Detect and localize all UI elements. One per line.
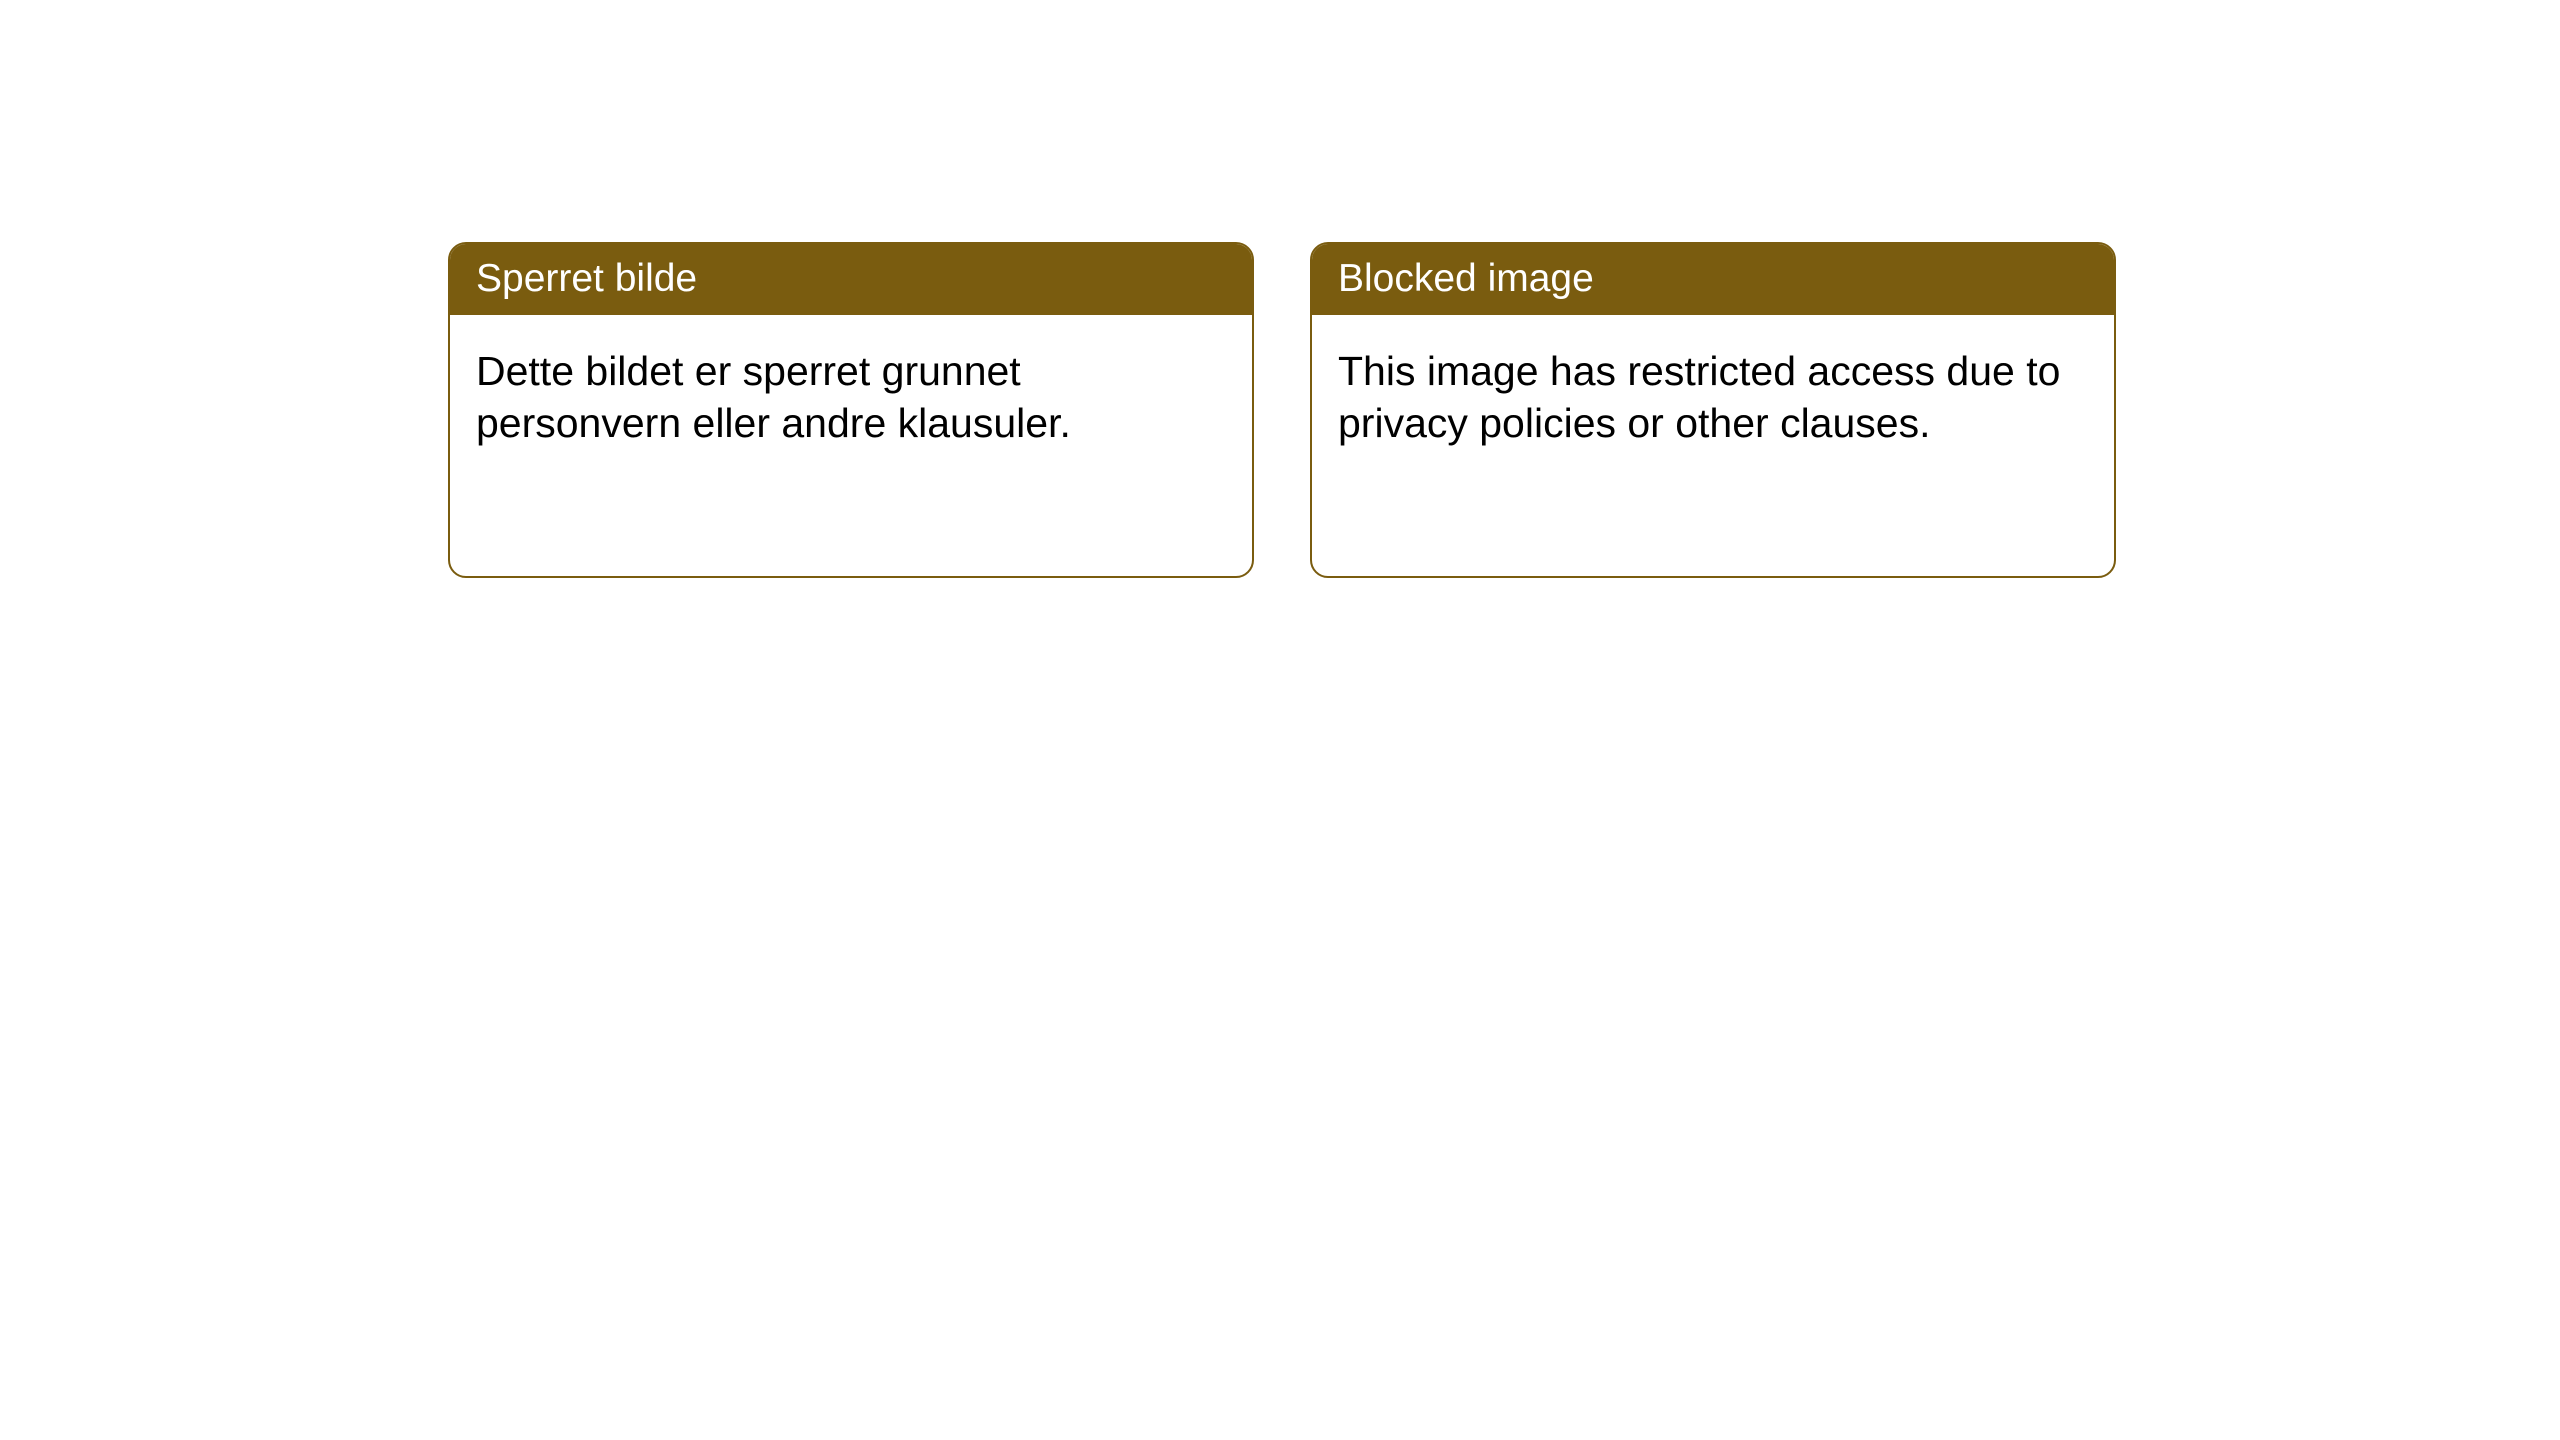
card-title: Blocked image [1338,257,1594,300]
card-body: This image has restricted access due to … [1312,315,2114,480]
card-body: Dette bildet er sperret grunnet personve… [450,315,1252,480]
card-message: This image has restricted access due to … [1338,348,2060,446]
notice-card-norwegian: Sperret bilde Dette bildet er sperret gr… [448,242,1254,578]
card-title: Sperret bilde [476,257,697,300]
notice-container: Sperret bilde Dette bildet er sperret gr… [448,242,2116,578]
notice-card-english: Blocked image This image has restricted … [1310,242,2116,578]
card-header: Sperret bilde [450,244,1252,315]
card-header: Blocked image [1312,244,2114,315]
card-message: Dette bildet er sperret grunnet personve… [476,348,1071,446]
